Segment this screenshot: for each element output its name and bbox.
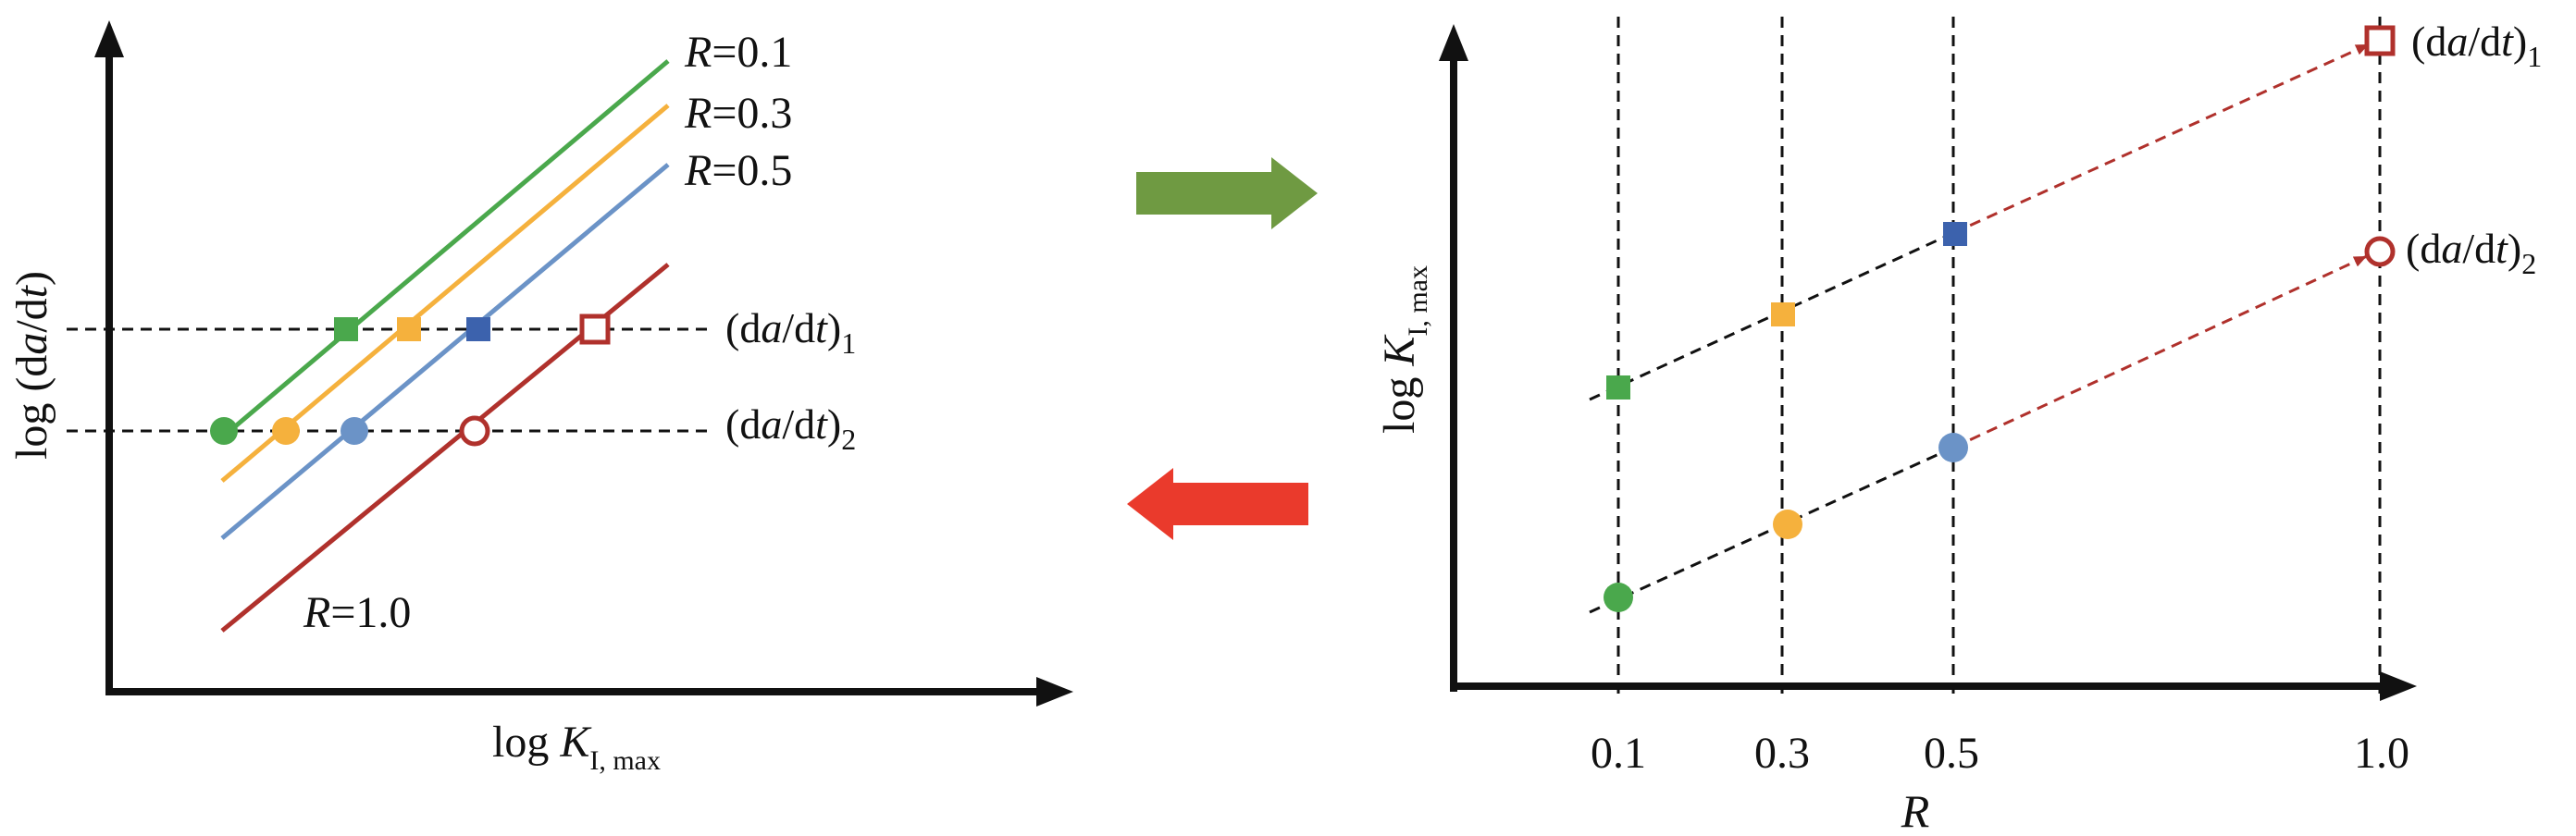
rate-2-red-extension xyxy=(1952,254,2368,449)
r05-rate1-marker xyxy=(466,317,490,341)
r03-line xyxy=(220,104,670,483)
r01-label: R=0.1 xyxy=(684,28,792,77)
r03-rate2-point xyxy=(1773,510,1802,539)
right-axes xyxy=(1439,24,2417,701)
left-panel: R=0.1 R=0.3 R=0.5 R=1.0 (da/dt)1 (da/dt)… xyxy=(7,20,1073,776)
left-rate-1-label: (da/dt)1 xyxy=(725,304,856,360)
r03-label: R=0.3 xyxy=(684,89,792,138)
right-x-axis-label: R xyxy=(1901,785,1930,836)
r05-rate2-marker xyxy=(341,417,368,445)
r05-rate1-point xyxy=(1943,222,1967,246)
r10-rate2-point xyxy=(2364,236,2396,267)
rate-1-black-trend xyxy=(1589,231,1954,401)
r05-line xyxy=(220,163,670,540)
r05-rate2-point xyxy=(1938,433,1968,462)
right-y-axis-label: log KI, max xyxy=(1375,265,1433,434)
right-panel: (da/dt)1 (da/dt)2 0.1 0.3 0.5 1.0 R log … xyxy=(1375,17,2542,836)
left-x-axis-label: log KI, max xyxy=(492,718,661,776)
r10-rate1-point xyxy=(2364,25,2396,56)
r10-rate1-marker xyxy=(579,314,611,345)
x-tick-label: 0.3 xyxy=(1754,729,1810,778)
rate-1-red-extension xyxy=(1952,43,2370,235)
rate-2-black-trend xyxy=(1589,446,1954,614)
r10-label: R=1.0 xyxy=(303,588,411,637)
r01-rate1-point xyxy=(1606,375,1630,400)
green-right-arrow-icon xyxy=(1136,157,1318,229)
r01-rate1-marker xyxy=(334,317,358,341)
right-y-axis-arrowhead xyxy=(1439,24,1468,61)
red-left-arrow-icon xyxy=(1127,468,1308,540)
r05-label: R=0.5 xyxy=(684,146,792,195)
r01-rate2-marker xyxy=(210,417,238,445)
right-rate-1-label: (da/dt)1 xyxy=(2411,18,2542,73)
x-tick-label: 0.1 xyxy=(1591,729,1646,778)
right-x-axis-arrowhead xyxy=(2380,671,2417,701)
r03-rate1-point xyxy=(1771,302,1795,326)
r01-line xyxy=(226,59,670,435)
left-rate-2-label: (da/dt)2 xyxy=(725,400,856,456)
left-y-axis-label: log (da/dt) xyxy=(7,271,56,460)
left-axes xyxy=(94,20,1073,707)
r03-rate1-marker xyxy=(397,317,421,341)
x-tick-label: 1.0 xyxy=(2354,729,2409,778)
x-tick-label: 0.5 xyxy=(1924,729,1979,778)
right-rate-2-label: (da/dt)2 xyxy=(2406,225,2536,280)
r10-rate2-marker xyxy=(459,415,490,447)
left-y-axis-arrowhead xyxy=(94,20,124,57)
r01-rate2-point xyxy=(1604,583,1633,612)
left-x-axis-arrowhead xyxy=(1036,677,1073,707)
r03-rate2-marker xyxy=(272,417,300,445)
